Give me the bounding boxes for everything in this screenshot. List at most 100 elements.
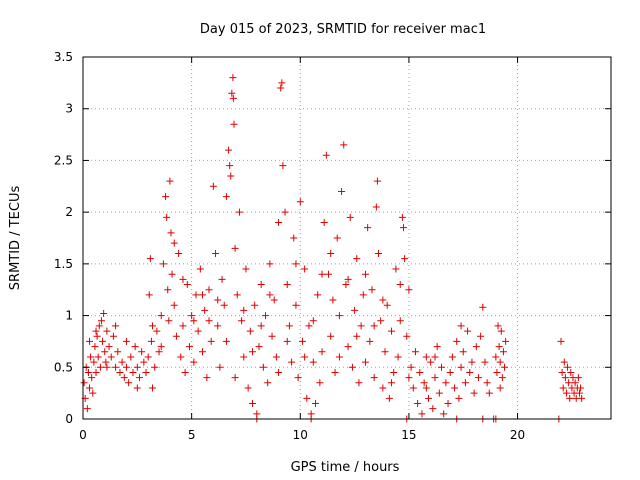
x-tick-label: 10: [293, 428, 308, 442]
data-point: [229, 74, 237, 82]
data-point: [233, 291, 241, 299]
data-point: [95, 322, 103, 330]
data-point: [435, 389, 443, 397]
data-point: [495, 343, 503, 351]
data-point: [149, 384, 157, 392]
data-point: [107, 353, 115, 361]
data-point: [127, 353, 135, 361]
data-point: [394, 353, 402, 361]
data-point: [496, 384, 504, 392]
data-point: [102, 358, 110, 366]
data-point: [231, 374, 239, 382]
data-point: [427, 358, 435, 366]
data-point: [212, 250, 220, 258]
data-point: [157, 343, 165, 351]
data-point: [364, 224, 372, 232]
data-point: [338, 187, 346, 195]
data-point: [477, 332, 485, 340]
data-point: [329, 296, 337, 304]
data-point: [163, 213, 171, 221]
data-point: [80, 379, 88, 387]
data-point: [396, 317, 404, 325]
data-point: [431, 353, 439, 361]
data-point: [230, 120, 238, 128]
data-point: [292, 301, 300, 309]
data-point: [557, 337, 565, 345]
data-point: [229, 94, 237, 102]
data-point: [159, 260, 167, 268]
data-point: [281, 208, 289, 216]
data-point: [466, 368, 474, 376]
data-point: [385, 394, 393, 402]
data-point: [309, 317, 317, 325]
data-point: [390, 368, 398, 376]
data-point: [353, 255, 361, 263]
data-point: [433, 343, 441, 351]
data-point: [342, 281, 350, 289]
data-point: [368, 286, 376, 294]
data-point: [355, 379, 363, 387]
data-point: [248, 348, 256, 356]
data-point: [222, 193, 230, 201]
data-point: [373, 177, 381, 185]
data-point: [370, 374, 378, 382]
data-point: [91, 343, 99, 351]
data-point: [379, 296, 387, 304]
data-point: [162, 193, 170, 201]
data-points: [80, 74, 586, 423]
data-point: [226, 162, 234, 170]
data-point: [129, 368, 137, 376]
data-point: [216, 363, 224, 371]
data-point: [96, 363, 104, 371]
y-tick-label: 0.5: [54, 360, 73, 374]
data-point: [259, 363, 267, 371]
data-point: [279, 162, 287, 170]
data-point: [112, 363, 120, 371]
data-point: [100, 310, 108, 318]
data-point: [188, 312, 196, 320]
data-point: [290, 234, 298, 242]
data-point: [205, 317, 213, 325]
x-tick-label: 5: [188, 428, 196, 442]
data-point: [567, 368, 575, 376]
data-point: [461, 379, 469, 387]
data-point: [214, 322, 222, 330]
data-point: [459, 348, 467, 356]
grid-lines: [83, 57, 611, 419]
data-point: [422, 384, 430, 392]
data-point: [366, 337, 374, 345]
data-point: [565, 379, 573, 387]
data-point: [418, 410, 426, 418]
data-point: [133, 384, 141, 392]
data-point: [499, 348, 507, 356]
data-point: [266, 291, 274, 299]
data-point: [218, 275, 226, 283]
data-point: [268, 332, 276, 340]
data-point: [493, 368, 501, 376]
data-point: [235, 208, 243, 216]
data-point: [431, 374, 439, 382]
data-point: [155, 348, 163, 356]
data-point: [87, 353, 95, 361]
data-point: [292, 260, 300, 268]
data-point: [153, 327, 161, 335]
data-point: [470, 389, 478, 397]
data-point: [359, 291, 367, 299]
data-point: [92, 368, 100, 376]
data-point: [381, 348, 389, 356]
data-point: [207, 337, 215, 345]
data-point: [457, 363, 465, 371]
data-point: [125, 379, 133, 387]
data-point: [103, 363, 111, 371]
data-point: [411, 348, 419, 356]
data-point: [179, 275, 187, 283]
data-point: [103, 327, 111, 335]
data-point: [481, 358, 489, 366]
data-point: [86, 337, 94, 345]
data-point: [453, 337, 461, 345]
data-point: [498, 374, 506, 382]
data-point: [118, 358, 126, 366]
data-point: [190, 358, 198, 366]
data-point: [266, 260, 274, 268]
data-point: [288, 358, 296, 366]
